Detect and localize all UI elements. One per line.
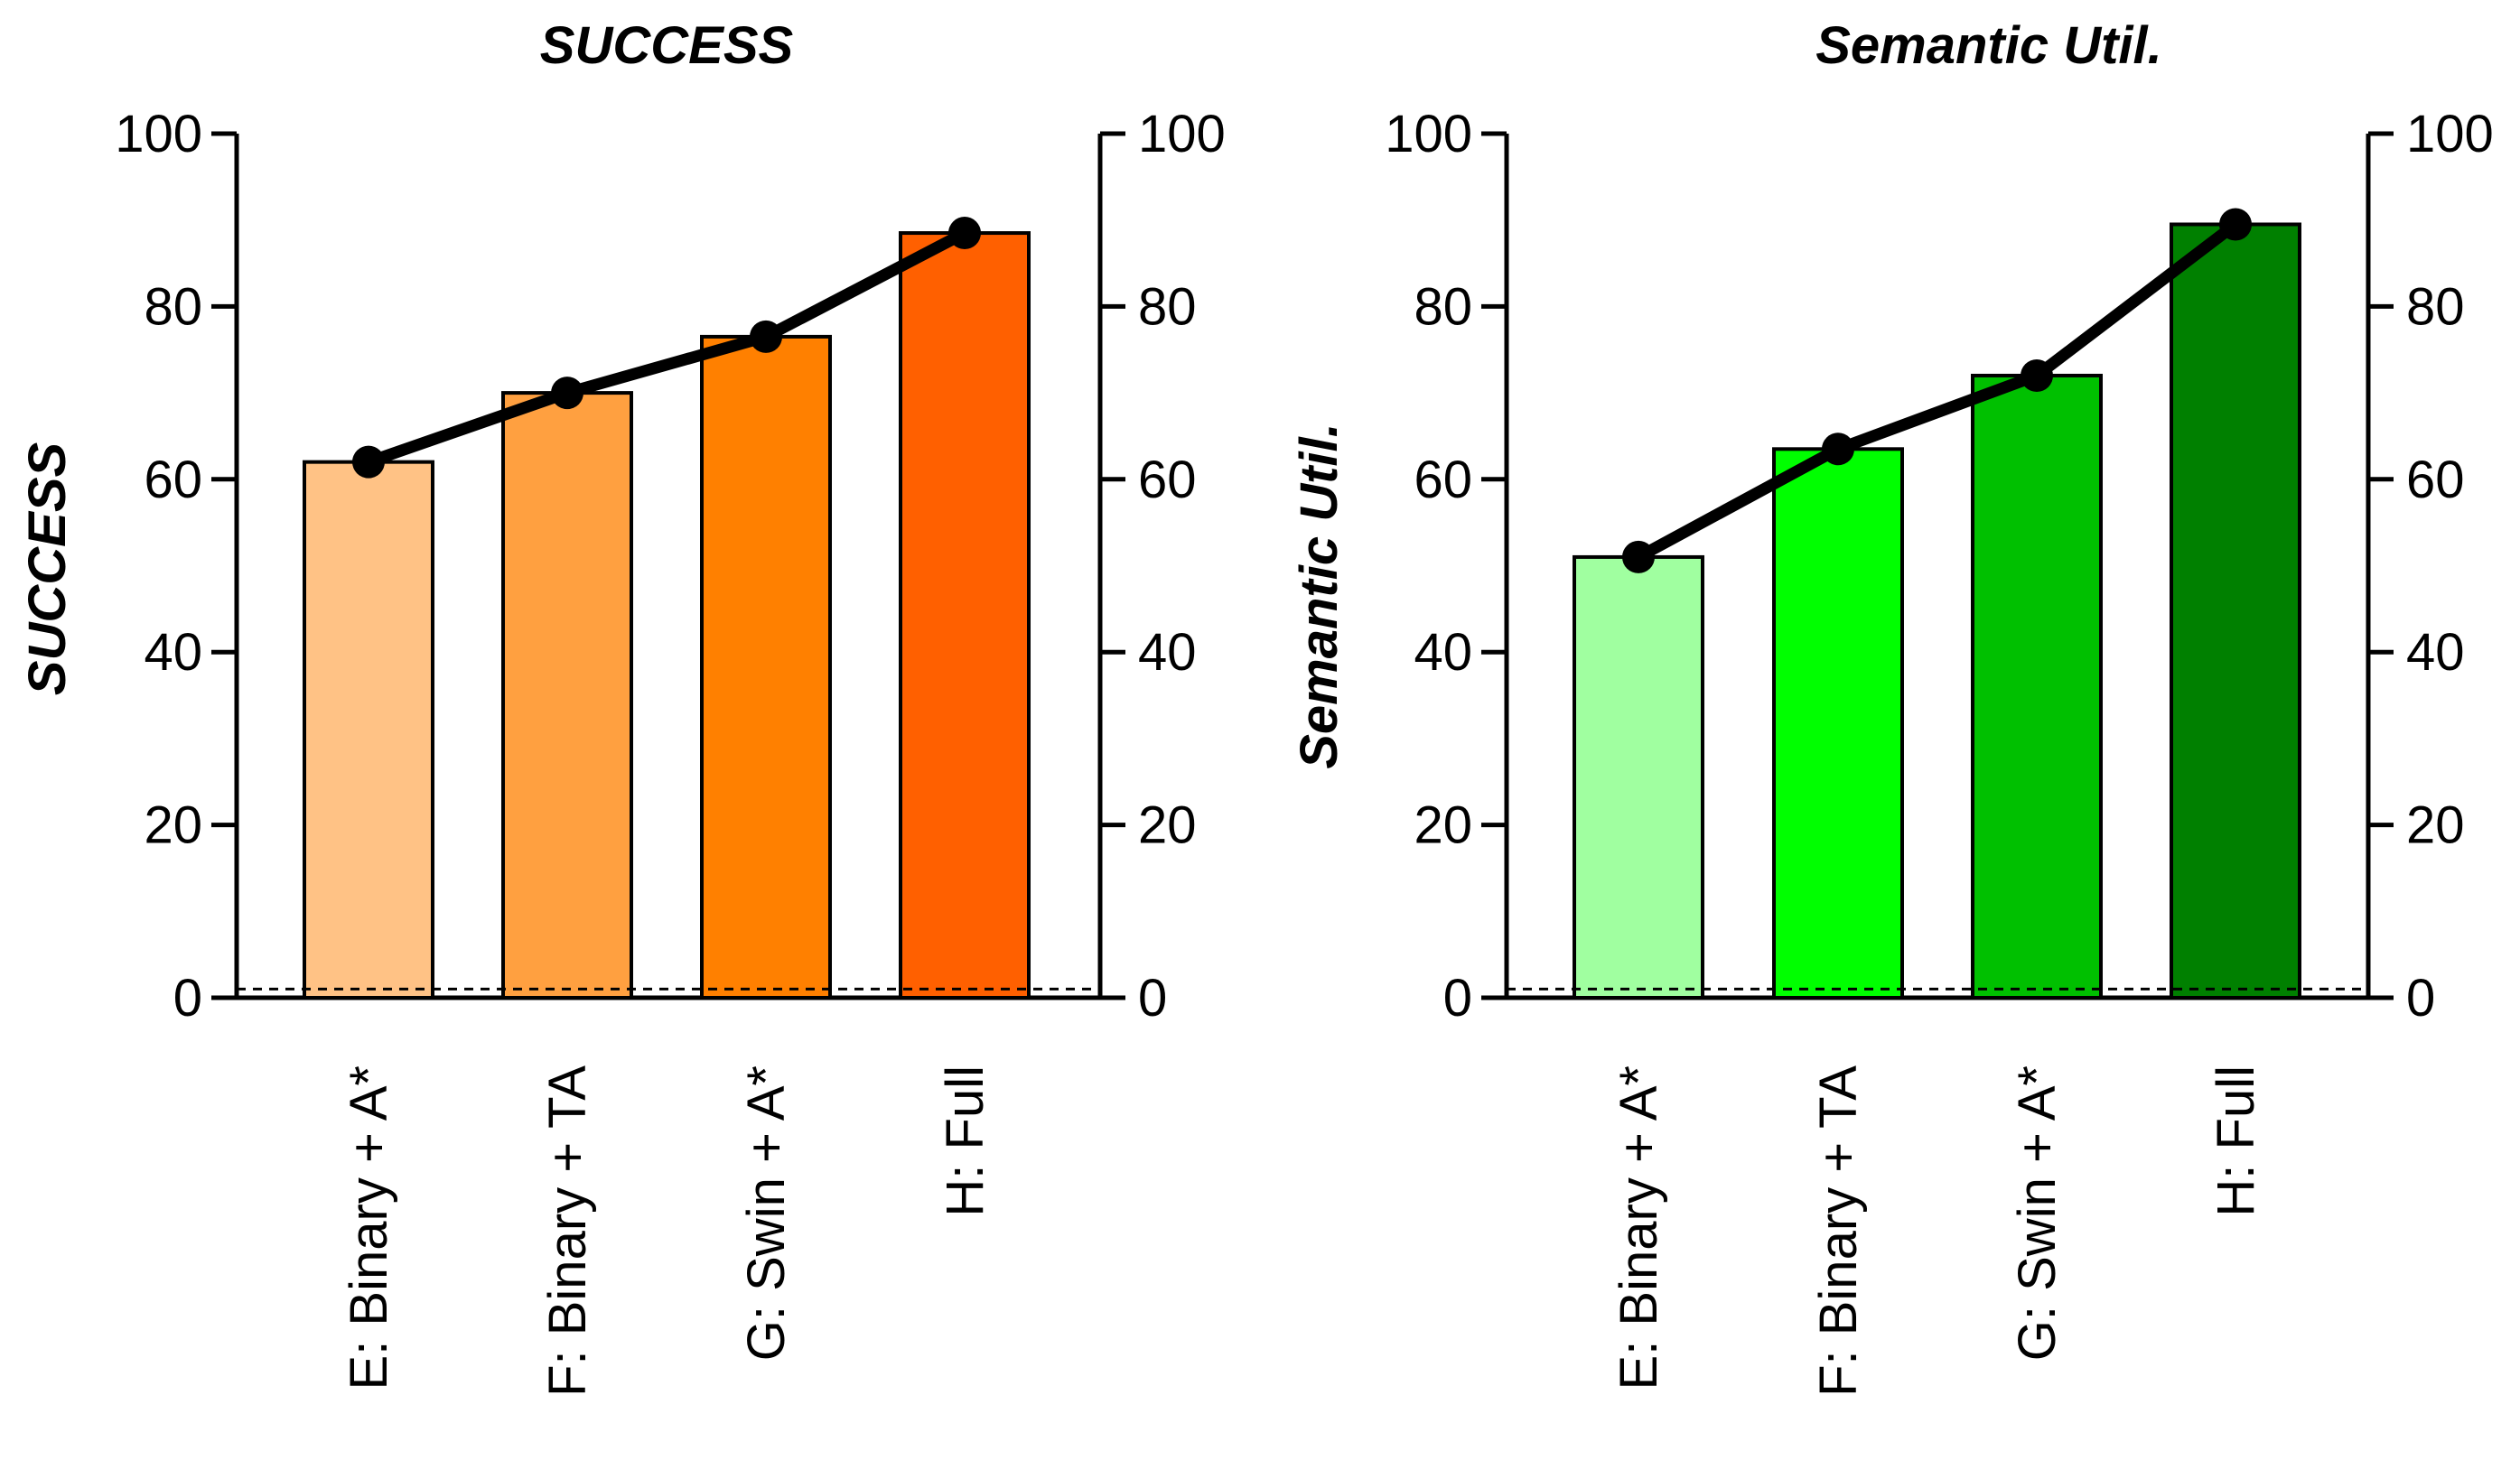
right-y-tick-label: 100 (1138, 105, 1226, 163)
trend-point-3 (2021, 358, 2053, 392)
bar-4 (899, 231, 1031, 1000)
category-label-2: F: Binary + TA (1809, 1065, 1868, 1397)
y-tick-label: 20 (1414, 796, 1472, 855)
category-label-1: E: Binary + A* (1610, 1065, 1668, 1390)
right-y-tick-label: 80 (1138, 277, 1197, 336)
y-tick-label: 80 (144, 277, 202, 336)
trend-point-1 (1622, 540, 1655, 573)
trend-point-4 (2219, 208, 2252, 241)
chart-title: SUCCESS (540, 16, 794, 75)
right-y-tick-label: 20 (1138, 796, 1197, 855)
category-label-3: G: Swin + A* (737, 1065, 796, 1361)
y-tick-label: 60 (1414, 451, 1472, 509)
y-tick-label: 40 (144, 623, 202, 682)
trend-line (1632, 218, 2242, 563)
y-axis-label: Semantic Util. (1290, 423, 1349, 769)
bar-3 (1971, 373, 2103, 1000)
category-label-4: H: Full (2207, 1065, 2265, 1217)
bar-1 (303, 460, 434, 1000)
right-y-tick-label: 20 (2406, 796, 2465, 855)
trend-point-1 (352, 445, 385, 479)
y-tick-label: 40 (1414, 623, 1472, 682)
category-label-3: G: Swin + A* (2008, 1065, 2067, 1361)
bar-2 (1772, 447, 1904, 1000)
y-tick-label: 100 (115, 105, 202, 163)
y-axis-label: SUCCESS (18, 442, 77, 695)
trend-point-3 (750, 320, 782, 353)
y-tick-label: 80 (1414, 277, 1472, 336)
right-y-tick-label: 100 (2406, 105, 2494, 163)
y-tick-label: 100 (1385, 105, 1472, 163)
category-label-4: H: Full (936, 1065, 994, 1217)
trend-point-4 (948, 217, 981, 250)
bar-4 (2170, 222, 2301, 1000)
right-y-tick-label: 0 (1138, 969, 1167, 1028)
trend-point-2 (1822, 433, 1854, 466)
trend-line (362, 227, 971, 469)
right-y-tick-label: 60 (2406, 451, 2465, 509)
y-tick-label: 20 (144, 796, 202, 855)
bar-1 (1573, 554, 1704, 1000)
right-y-tick-label: 40 (2406, 623, 2465, 682)
chart-title: Semantic Util. (1815, 16, 2162, 75)
chart-panel-2: Semantic Util. Semantic Util. 0 20 40 60 80 100… (1290, 16, 2494, 1397)
y-tick-label: 0 (173, 969, 202, 1028)
y-tick-label: 0 (1443, 969, 1472, 1028)
bar-3 (700, 334, 832, 1000)
right-y-tick-label: 40 (1138, 623, 1197, 682)
category-label-2: F: Binary + TA (538, 1065, 597, 1397)
category-label-1: E: Binary + A* (340, 1065, 398, 1390)
y-tick-label: 60 (144, 451, 202, 509)
chart-panel-1: SUCCESS SUCCESS 0 20 40 60 80 100 0 20 40 60 80 100 E:… (18, 16, 1226, 1397)
right-y-tick-label: 0 (2406, 969, 2435, 1028)
right-y-tick-label: 60 (1138, 451, 1197, 509)
bar-2 (501, 391, 633, 1000)
right-y-tick-label: 80 (2406, 277, 2465, 336)
trend-point-2 (551, 377, 583, 410)
